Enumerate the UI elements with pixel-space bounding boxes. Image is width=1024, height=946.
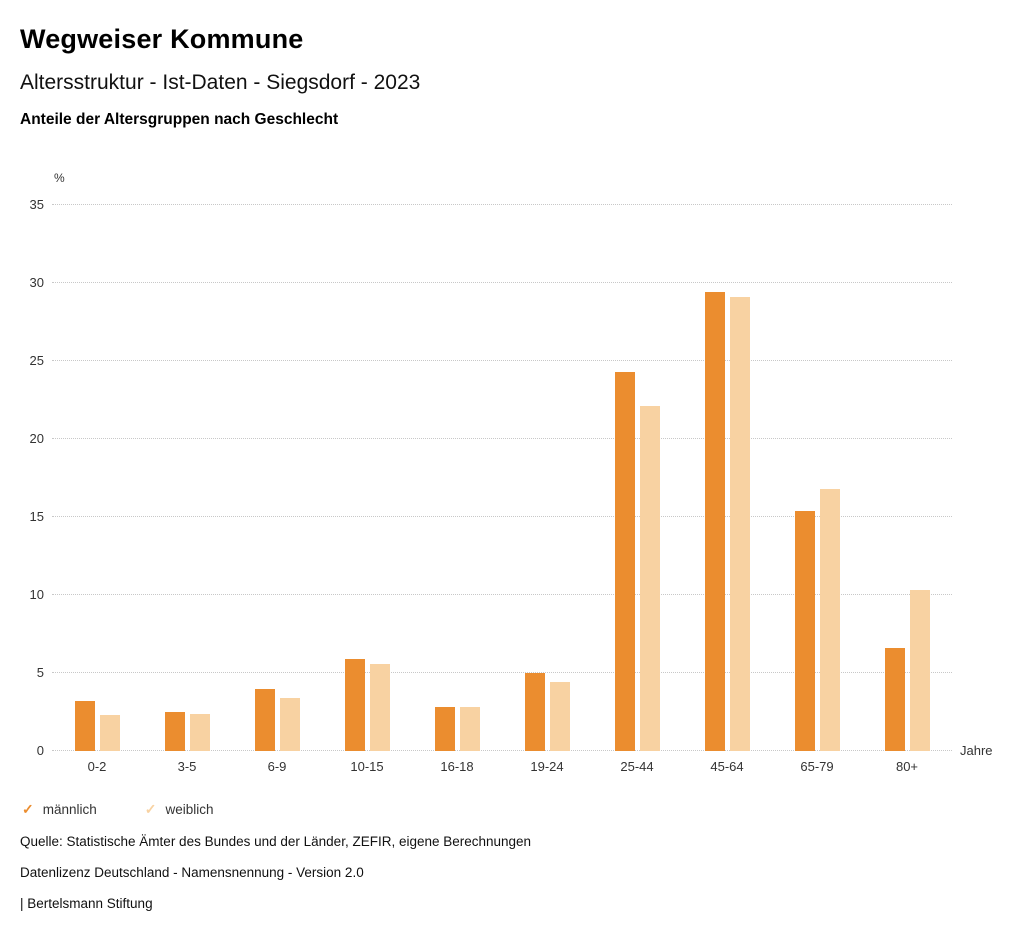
x-tick-label-10-15: 10-15 <box>350 759 384 774</box>
y-tick-label-25: 25 <box>29 353 44 368</box>
gridline-15 <box>52 516 952 517</box>
x-tick-label-25-44: 25-44 <box>620 759 654 774</box>
attribution-text: | Bertelsmann Stiftung <box>20 896 153 911</box>
bar-group-0-2 <box>52 205 142 751</box>
bar-männlich-6-9[interactable] <box>254 688 275 751</box>
bar-männlich-10-15[interactable] <box>344 658 365 751</box>
bar-weiblich-6-9[interactable] <box>279 697 300 751</box>
chart: % 0 5 10 15 20 25 30 35 0-2 3-5 6-9 10-15 16-18 19-2… <box>20 159 1004 779</box>
x-tick-label-3-5: 3-5 <box>177 759 197 774</box>
y-tick-label-0: 0 <box>36 743 44 758</box>
y-tick-label-15: 15 <box>29 509 44 524</box>
bar-männlich-25-44[interactable] <box>614 371 635 751</box>
x-tick-label-80+: 80+ <box>895 759 919 774</box>
legend-item-weiblich[interactable]: ✓ weiblich <box>145 801 214 818</box>
y-tick-label-5: 5 <box>36 665 44 681</box>
bar-männlich-3-5[interactable] <box>164 712 185 751</box>
x-tick-label-6-9: 6-9 <box>267 759 287 774</box>
bar-weiblich-45-64[interactable] <box>729 297 750 751</box>
x-axis-unit-label: Jahre <box>960 743 993 758</box>
bar-weiblich-19-24[interactable] <box>549 682 570 751</box>
bar-weiblich-25-44[interactable] <box>639 406 660 751</box>
gridline-0 <box>52 750 952 751</box>
bar-weiblich-0-2[interactable] <box>99 715 120 751</box>
chart-heading: Anteile der Altersgruppen nach Geschlech… <box>20 111 339 128</box>
legend: ✓ männlich ✓ weiblich <box>20 801 1004 818</box>
bar-group-3-5 <box>142 205 232 751</box>
gridline-20 <box>52 438 952 439</box>
bar-männlich-45-64[interactable] <box>704 292 725 751</box>
bar-group-25-44 <box>592 205 682 751</box>
legend-label: weiblich <box>165 802 214 817</box>
source-text: Quelle: Statistische Ämter des Bundes un… <box>20 834 532 849</box>
bar-group-16-18 <box>412 205 502 751</box>
bar-group-80+ <box>862 205 952 751</box>
gridline-25 <box>52 360 952 361</box>
x-tick-label-45-64: 45-64 <box>710 759 744 774</box>
x-tick-label-0-2: 0-2 <box>87 759 107 774</box>
legend-item-männlich[interactable]: ✓ männlich <box>22 801 97 818</box>
checkmark-icon: ✓ <box>22 801 34 817</box>
legend-label: männlich <box>42 802 97 817</box>
footer: Quelle: Statistische Ämter des Bundes un… <box>20 834 1004 911</box>
bar-männlich-65-79[interactable] <box>794 510 815 751</box>
gridline-10 <box>52 594 952 595</box>
y-axis-unit-label: % <box>54 171 65 185</box>
gridline-35 <box>52 204 952 205</box>
license-text: Datenlizenz Deutschland - Namensnennung … <box>20 865 364 880</box>
y-tick-label-35: 35 <box>29 197 44 212</box>
x-tick-label-16-18: 16-18 <box>440 759 474 774</box>
chart-subtitle: Altersstruktur - Ist-Daten - Siegsdorf -… <box>20 71 421 94</box>
bar-männlich-16-18[interactable] <box>434 707 455 751</box>
bar-group-65-79 <box>772 205 862 751</box>
bar-group-45-64 <box>682 205 772 751</box>
gridline-30 <box>52 282 952 283</box>
y-tick-label-30: 30 <box>29 275 44 290</box>
bar-männlich-80+[interactable] <box>884 648 905 751</box>
x-axis-labels: 0-2 3-5 6-9 10-15 16-18 19-24 25-44 45-64 65-79 8… <box>52 759 952 774</box>
x-tick-label-19-24: 19-24 <box>530 759 564 774</box>
gridline-5 <box>52 672 952 673</box>
x-tick-label-65-79: 65-79 <box>800 759 834 774</box>
y-tick-label-10: 10 <box>29 587 44 603</box>
bar-group-10-15 <box>322 205 412 751</box>
bar-group-6-9 <box>232 205 322 751</box>
bar-group-19-24 <box>502 205 592 751</box>
bars-container <box>52 205 952 751</box>
bar-weiblich-16-18[interactable] <box>459 707 480 751</box>
page: Wegweiser Kommune Altersstruktur - Ist-D… <box>20 24 1004 911</box>
bar-männlich-19-24[interactable] <box>524 673 545 751</box>
checkmark-icon: ✓ <box>144 801 157 817</box>
bar-weiblich-3-5[interactable] <box>189 713 210 751</box>
bar-weiblich-80+[interactable] <box>909 590 930 751</box>
y-tick-label-20: 20 <box>29 431 44 447</box>
bar-weiblich-65-79[interactable] <box>819 488 840 751</box>
bar-weiblich-10-15[interactable] <box>369 663 390 751</box>
page-title: Wegweiser Kommune <box>20 24 304 54</box>
plot-area: 0 5 10 15 20 25 30 35 <box>30 197 952 758</box>
bar-männlich-0-2[interactable] <box>74 701 95 751</box>
